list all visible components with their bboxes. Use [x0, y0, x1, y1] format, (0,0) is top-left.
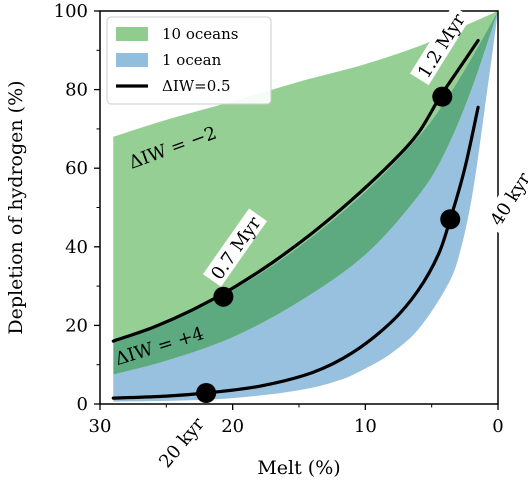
y-tick-label: 60 — [65, 158, 88, 179]
y-axis-label: Depletion of hydrogen (%) — [5, 80, 27, 334]
y-tick-label: 0 — [77, 394, 88, 415]
marker-point-1 — [213, 286, 234, 307]
y-tick-label: 80 — [65, 80, 88, 101]
y-tick-label: 20 — [65, 315, 88, 336]
band-10-oceans — [113, 11, 499, 340]
annotation-box — [410, 5, 472, 86]
annotation-box — [481, 163, 528, 234]
y-tick-label: 100 — [54, 1, 88, 22]
legend-label-1: 10 oceans — [162, 25, 238, 43]
band-1-ocean — [113, 11, 499, 402]
x-tick-label: 0 — [492, 416, 503, 437]
x-tick-label: 30 — [89, 416, 112, 437]
y-tick-label: 40 — [65, 237, 88, 258]
markers-layer — [196, 86, 461, 403]
marker-point-3 — [196, 382, 217, 403]
annotation-box — [202, 208, 268, 287]
legend-swatch-2 — [116, 53, 148, 67]
x-tick-label: 10 — [354, 416, 377, 437]
marker-point-4 — [440, 209, 461, 230]
legend-swatch-1 — [116, 27, 148, 41]
band-overlap — [113, 11, 499, 375]
legend-label-3: ΔIW=0.5 — [162, 77, 231, 95]
annotation-5: 40 kyr — [481, 163, 528, 234]
annotation-box — [149, 408, 212, 476]
x-axis-label: Melt (%) — [257, 457, 340, 479]
legend: 10 oceans 1 ocean ΔIW=0.5 — [106, 16, 272, 105]
annotation-text: 20 kyr — [155, 414, 209, 472]
bands-layer — [113, 11, 499, 402]
x-tick-label: 20 — [221, 416, 244, 437]
annotation-6: 20 kyr — [149, 408, 212, 476]
marker-point-2 — [432, 86, 453, 107]
legend-label-2: 1 ocean — [162, 51, 222, 69]
annotation-text: 40 kyr — [486, 169, 528, 230]
